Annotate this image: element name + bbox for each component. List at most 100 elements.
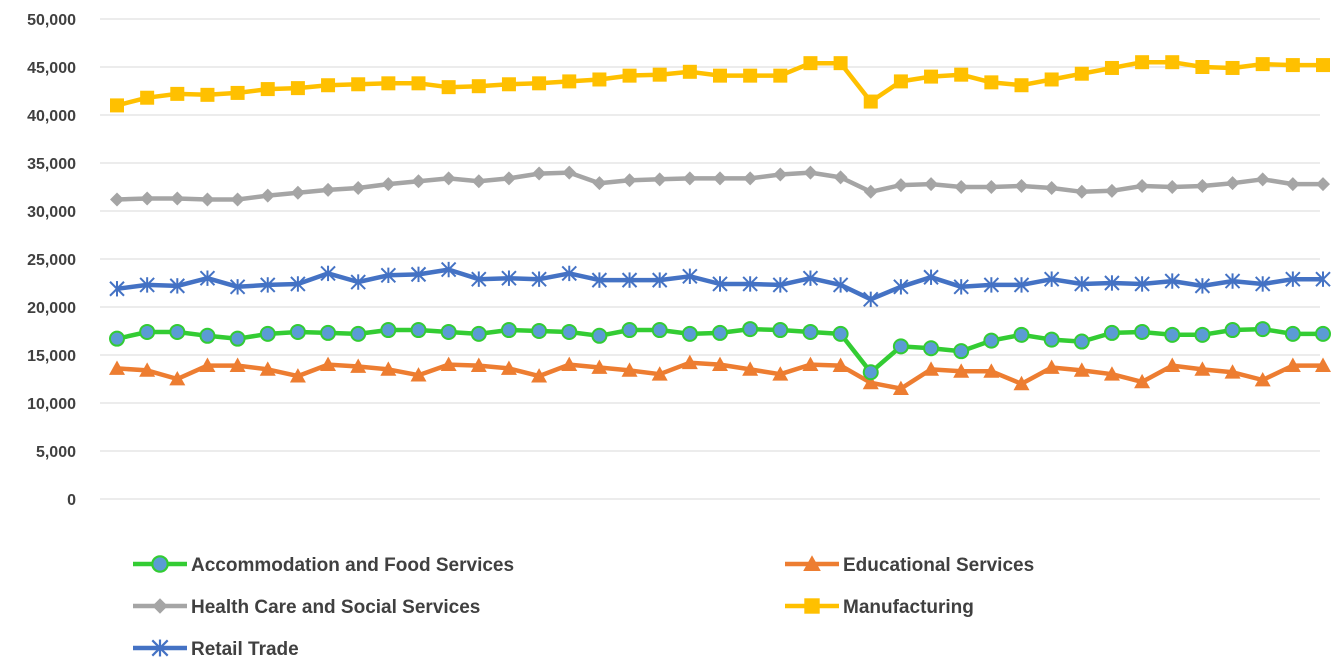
data-point (440, 323, 457, 340)
y-tick-label: 50,000 (27, 12, 76, 29)
legend-entry: Educational Services (785, 555, 1034, 576)
data-point (320, 324, 337, 341)
data-point (290, 81, 305, 96)
data-point (863, 94, 878, 109)
data-point (832, 357, 849, 372)
data-point (140, 90, 155, 105)
data-point (561, 356, 578, 371)
data-point (500, 360, 517, 375)
legend-label: Accommodation and Food Services (191, 555, 514, 576)
data-point (954, 67, 969, 82)
data-point (682, 171, 697, 186)
data-point (441, 80, 456, 95)
data-point (440, 261, 457, 278)
data-point (1073, 362, 1090, 377)
data-point (139, 277, 155, 293)
data-point (803, 165, 818, 180)
data-point (1104, 183, 1119, 198)
data-point (591, 359, 608, 374)
data-point (862, 364, 879, 381)
data-point (230, 192, 245, 207)
data-point (380, 322, 397, 339)
y-tick-label: 10,000 (27, 396, 76, 413)
data-point (109, 281, 125, 297)
data-point (351, 77, 366, 92)
data-point (924, 177, 939, 192)
data-point (1285, 58, 1300, 73)
data-point (772, 322, 789, 339)
data-point (200, 192, 215, 207)
data-point (1194, 361, 1211, 376)
data-point (470, 357, 487, 372)
data-point (1044, 72, 1059, 87)
data-point (169, 278, 186, 294)
y-tick-label: 20,000 (27, 300, 76, 317)
data-point (1104, 60, 1119, 75)
data-point (772, 277, 789, 293)
data-point (1224, 364, 1241, 379)
data-point (471, 174, 486, 189)
data-point (983, 363, 1000, 378)
data-point (622, 173, 637, 188)
data-point (591, 272, 608, 288)
data-point (863, 291, 879, 308)
data-point (139, 362, 156, 377)
data-point (1013, 375, 1030, 391)
data-point (500, 322, 517, 339)
data-point (833, 56, 848, 71)
data-point (199, 357, 216, 372)
data-point (501, 270, 517, 286)
data-point (562, 74, 577, 89)
legend-label: Educational Services (843, 555, 1034, 576)
data-point (320, 265, 336, 282)
data-point (169, 323, 186, 340)
data-point (682, 64, 697, 79)
data-point (772, 366, 789, 381)
data-point (350, 358, 367, 373)
data-point (321, 78, 336, 93)
data-point (139, 323, 156, 340)
data-point (259, 361, 276, 376)
data-point (984, 75, 999, 90)
data-point (289, 368, 306, 383)
data-point (953, 279, 969, 295)
data-point (230, 85, 245, 100)
data-point (1013, 277, 1030, 293)
data-point (1194, 278, 1211, 294)
data-point (651, 322, 668, 339)
y-tick-label: 5,000 (36, 444, 76, 461)
data-point (863, 184, 878, 199)
data-point (712, 324, 728, 341)
data-point (742, 276, 758, 292)
data-point (410, 367, 427, 382)
data-point (1165, 55, 1180, 70)
data-point (652, 67, 667, 82)
data-point (380, 361, 397, 376)
data-point (862, 374, 879, 390)
data-point (743, 68, 758, 83)
legend-swatch-marker (151, 639, 169, 657)
y-tick-label: 15,000 (27, 348, 76, 365)
data-point (561, 323, 578, 340)
data-point (923, 361, 940, 376)
data-point (1043, 271, 1060, 287)
data-point (229, 279, 246, 295)
data-point (471, 79, 486, 94)
data-point (1254, 321, 1271, 338)
y-gridlines (100, 18, 1320, 500)
data-point (1135, 55, 1150, 70)
data-point (1224, 273, 1241, 289)
data-point (170, 191, 185, 206)
data-point (531, 368, 548, 383)
data-point (351, 180, 366, 195)
data-point (591, 327, 608, 344)
data-point (1254, 371, 1271, 387)
data-point (1134, 373, 1151, 389)
data-point (742, 321, 759, 338)
data-point (984, 180, 999, 194)
legend-label: Retail Trade (191, 639, 299, 660)
data-point (1255, 172, 1270, 187)
data-point (110, 98, 124, 113)
data-point (411, 174, 426, 189)
data-point (802, 356, 819, 371)
